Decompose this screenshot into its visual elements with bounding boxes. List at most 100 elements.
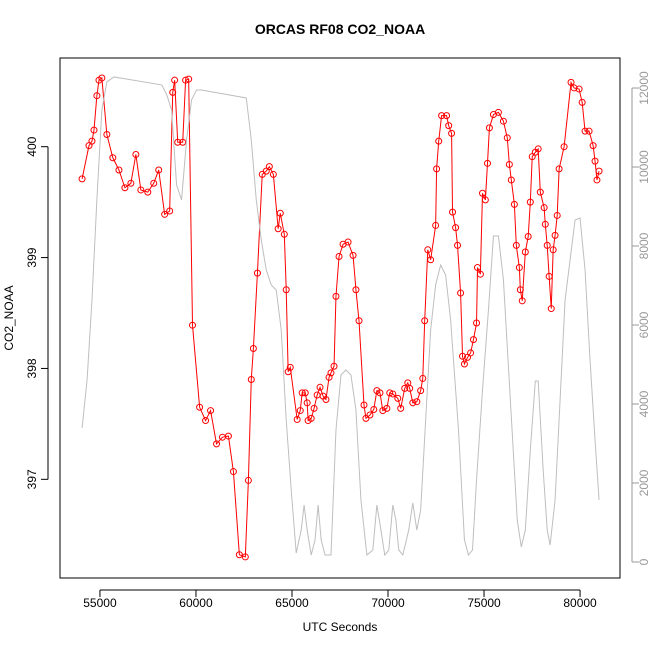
data-point [90, 126, 98, 134]
data-point [137, 186, 145, 194]
data-point [483, 159, 491, 167]
y2-tick-label: 12000 [637, 71, 650, 105]
x-tick-label: 75000 [467, 596, 501, 610]
data-point [473, 319, 481, 327]
data-point [560, 143, 568, 151]
x-tick-label: 70000 [371, 596, 405, 610]
data-point [282, 286, 290, 294]
data-point [269, 170, 277, 178]
data-point [521, 248, 529, 256]
data-point [494, 108, 502, 116]
data-point [432, 221, 440, 229]
data-point [585, 127, 593, 135]
data-point [547, 305, 555, 313]
data-point [307, 414, 315, 422]
data-point [452, 224, 460, 232]
x-tick-label: 65000 [275, 596, 309, 610]
data-point [121, 184, 129, 192]
data-point [505, 160, 513, 168]
y2-tick-label: 6000 [637, 311, 650, 338]
plot-box [59, 57, 621, 579]
data-point [229, 468, 237, 476]
data-point [202, 417, 210, 425]
data-point [265, 163, 273, 171]
data-point [454, 241, 462, 249]
data-point [389, 390, 397, 398]
data-point [325, 373, 333, 381]
data-point [213, 440, 221, 448]
data-point [499, 117, 507, 125]
data-point [401, 384, 409, 392]
data-point [335, 252, 343, 260]
data-point [247, 376, 255, 384]
data-point [409, 399, 417, 407]
data-point [109, 154, 117, 162]
data-point [366, 411, 374, 419]
data-point [478, 189, 486, 197]
data-point [352, 286, 360, 294]
x-tick-label: 60000 [179, 596, 213, 610]
data-point [249, 344, 257, 352]
data-point [174, 138, 182, 146]
data-point [93, 92, 101, 100]
data-point [284, 368, 292, 376]
data-point [536, 188, 544, 196]
data-point [578, 98, 586, 106]
data-point [330, 362, 338, 370]
data-point [593, 176, 601, 184]
data-point [244, 476, 252, 484]
data-point [185, 75, 193, 83]
data-point [417, 387, 425, 395]
data-point [419, 374, 427, 382]
data-point [515, 264, 523, 272]
y-tick-label: 399 [25, 247, 39, 267]
x-axis-title: UTC Seconds [303, 620, 378, 634]
data-point [413, 398, 421, 406]
data-point [397, 404, 405, 412]
data-point [438, 112, 446, 120]
data-point [276, 209, 284, 217]
data-point [421, 317, 429, 325]
data-point [280, 230, 288, 238]
data-point [344, 238, 352, 246]
data-point [459, 352, 467, 360]
data-point [543, 241, 551, 249]
data-point [567, 78, 575, 86]
series-line [81, 77, 600, 558]
data-point [274, 225, 282, 233]
data-point [150, 179, 158, 187]
chart-title: ORCAS RF08 CO2_NOAA [255, 21, 425, 37]
data-point [474, 264, 482, 272]
y-tick-label: 398 [25, 358, 39, 378]
data-point [424, 246, 432, 254]
data-point [253, 269, 261, 277]
data-point [457, 289, 465, 297]
data-point [303, 399, 311, 407]
data-point [534, 145, 542, 153]
data-point [427, 256, 435, 264]
data-point [166, 207, 174, 215]
data-point [443, 112, 451, 120]
data-point [469, 336, 477, 344]
data-point [481, 196, 489, 204]
data-point [553, 211, 561, 219]
data-point [349, 251, 357, 259]
data-point [581, 127, 589, 135]
y2-tick-label: 0 [637, 558, 650, 565]
data-point [144, 188, 152, 196]
data-point [360, 401, 368, 409]
y2-tick-label: 8000 [637, 232, 650, 259]
data-point [570, 84, 578, 92]
data-point [394, 394, 402, 402]
data-point [460, 360, 468, 368]
data-point [296, 407, 304, 415]
data-point [132, 150, 140, 158]
data-point [171, 76, 179, 84]
data-point [370, 405, 378, 413]
data-point [379, 407, 387, 415]
data-point [376, 389, 384, 397]
data-point [98, 74, 106, 82]
data-point [433, 165, 441, 173]
data-point [310, 404, 318, 412]
